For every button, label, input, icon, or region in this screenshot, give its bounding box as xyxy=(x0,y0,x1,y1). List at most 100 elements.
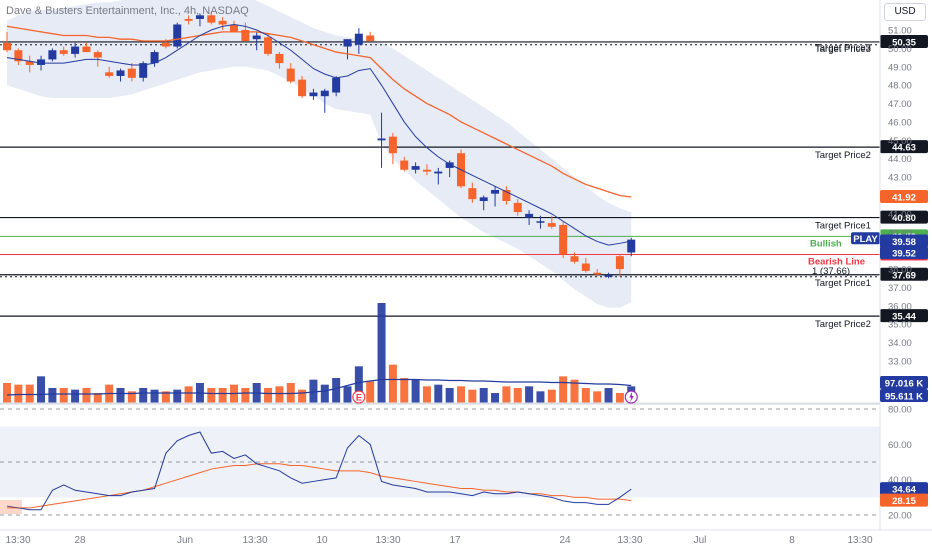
candle-body xyxy=(139,63,148,78)
candle-body xyxy=(366,35,375,42)
volume-bar xyxy=(184,386,193,403)
candle-body xyxy=(25,61,34,65)
ema-line xyxy=(6,25,632,198)
candle-body xyxy=(320,90,329,97)
rsi-tick: 80.00 xyxy=(888,405,912,416)
candle-body xyxy=(195,15,204,19)
volume-bar xyxy=(207,388,216,403)
target-price-1-upper-tag xyxy=(880,210,928,224)
candle-body xyxy=(173,24,182,47)
volume-bar xyxy=(37,376,46,403)
rsi-tick: 40.00 xyxy=(888,475,912,486)
volume-ma-path xyxy=(6,378,632,396)
candle-body xyxy=(3,42,11,51)
price-tick: 43.00 xyxy=(888,173,912,184)
moving-average-lines xyxy=(6,23,632,246)
candle-body xyxy=(434,171,443,174)
price-tick: 45.00 xyxy=(888,136,912,147)
ma-line xyxy=(6,23,632,246)
candle-body xyxy=(445,162,454,168)
price-tick: 51.00 xyxy=(888,26,912,37)
target-price-2-lower-tag-text: 35.44 xyxy=(892,312,916,323)
price-tick: 36.00 xyxy=(888,301,912,312)
time-label: 13:30 xyxy=(5,535,30,546)
earnings-marker xyxy=(352,390,366,404)
candle-body xyxy=(536,221,545,223)
volume-bar xyxy=(468,389,477,403)
volume-tag-1-text: 97.016 K xyxy=(885,379,924,390)
volume-bar xyxy=(332,378,341,403)
candle-body xyxy=(400,160,409,170)
time-label: 13:30 xyxy=(847,535,872,546)
bearish-line-label: Bearish Line xyxy=(808,257,865,268)
volume-tag-2 xyxy=(880,389,928,402)
volume-bar xyxy=(3,383,11,403)
candle-body xyxy=(627,239,636,253)
candle-body xyxy=(59,50,68,54)
volume-tag-1 xyxy=(880,376,928,389)
candle-body xyxy=(411,166,420,170)
price-tick: 34.00 xyxy=(888,338,912,349)
candle-body xyxy=(604,275,613,277)
volume-bar xyxy=(366,381,375,403)
time-label: 13:30 xyxy=(242,535,267,546)
volume-bar xyxy=(59,388,68,403)
target-price-2-upper-tag-text: 44.63 xyxy=(892,143,916,154)
rsi-tick: 20.00 xyxy=(888,511,912,522)
volume-bar xyxy=(570,379,579,403)
volume-bar xyxy=(127,391,136,403)
candle-body xyxy=(468,188,477,200)
volume-bars: E xyxy=(0,303,880,404)
volume-bar xyxy=(275,386,284,403)
volume-bar xyxy=(604,388,613,403)
candle-body xyxy=(570,256,579,262)
price-tick: 35.00 xyxy=(888,320,912,331)
candle-body xyxy=(218,20,227,25)
ema-tag-text: 41.92 xyxy=(892,192,916,203)
volume-bar xyxy=(354,366,363,403)
volume-bar xyxy=(547,389,556,403)
price-tick: 48.00 xyxy=(888,81,912,92)
candle-body xyxy=(184,18,193,21)
play-badge-text: PLAY xyxy=(853,234,878,245)
time-label: Jun xyxy=(177,535,193,546)
chart-title: Dave & Busters Entertainment, Inc., 4h, … xyxy=(6,5,249,17)
target-price-1-lower-tag-text: 37.69 xyxy=(892,270,916,281)
candle-body xyxy=(298,79,307,97)
candle-body xyxy=(422,169,431,172)
candle-body xyxy=(207,15,216,23)
volume-bar xyxy=(422,386,431,403)
price-tick: 41.00 xyxy=(888,209,912,220)
price-tick: 33.00 xyxy=(888,357,912,368)
volume-bar xyxy=(593,391,602,403)
target-price-3-tag-text: 50.35 xyxy=(892,37,916,48)
price-tick: 37.00 xyxy=(888,283,912,294)
volume-bar xyxy=(71,389,80,403)
target-price-1-upper-label: Target Price1 xyxy=(815,221,871,232)
target-price-1-upper-tag-text: 40.80 xyxy=(892,213,916,224)
target-dotted-label: Target Price3 xyxy=(815,43,871,54)
target-price-1-lower-label: Target Price1 xyxy=(815,278,871,289)
candle-body xyxy=(502,189,511,202)
price-axis: 51.00 50.00 49.00 48.00 47.00 46.00 45.00 44.00… xyxy=(879,0,912,530)
bollinger-band xyxy=(7,0,632,308)
price-tick: 49.00 xyxy=(888,62,912,73)
time-label: 28 xyxy=(74,535,86,546)
volume-bar xyxy=(491,393,500,403)
candle-body xyxy=(332,77,341,93)
volume-bar xyxy=(581,388,590,403)
play-badge xyxy=(851,232,880,245)
volume-bar xyxy=(161,391,170,403)
candle-body xyxy=(593,272,602,275)
candle-body xyxy=(525,213,534,218)
time-label: 24 xyxy=(559,535,571,546)
currency-button[interactable]: USD xyxy=(884,3,926,21)
volume-bar xyxy=(139,388,148,403)
candle-body xyxy=(275,53,284,64)
target-price-3-tag xyxy=(880,34,928,48)
target-price-3-label: Target Price3 xyxy=(815,44,871,55)
candle-body xyxy=(48,50,57,60)
volume-bar xyxy=(241,388,250,403)
candle-body xyxy=(491,189,500,194)
